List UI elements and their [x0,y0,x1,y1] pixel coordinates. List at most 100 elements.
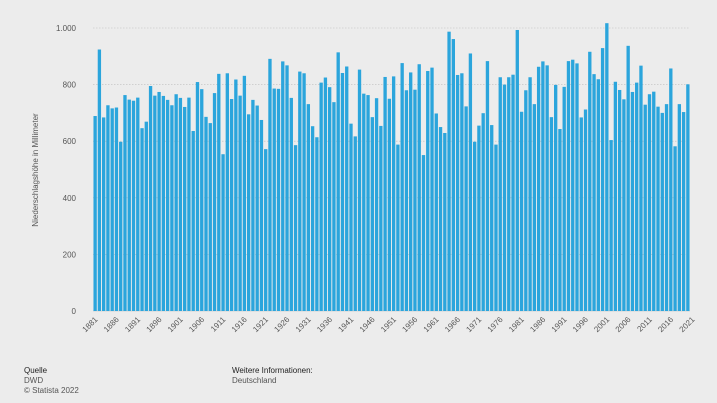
bar-2008[interactable] [635,82,639,312]
bar-1992[interactable] [566,61,571,311]
bar-1928[interactable] [293,145,298,311]
bar-1888[interactable] [123,95,127,311]
bar-1911[interactable] [221,154,225,311]
bar-1933[interactable] [315,137,319,311]
bar-1988[interactable] [549,117,554,311]
bar-1915[interactable] [238,95,242,311]
bar-1954[interactable] [404,90,409,311]
bar-1995[interactable] [579,117,583,312]
bar-1904[interactable] [191,131,195,311]
bar-1925[interactable] [281,61,285,311]
bar-1931[interactable] [306,104,311,311]
bar-1987[interactable] [545,65,549,311]
bar-1883[interactable] [102,117,106,312]
bar-1918[interactable] [251,99,255,311]
bar-1972[interactable] [481,113,485,312]
bar-1934[interactable] [319,82,323,312]
bar-1929[interactable] [298,71,302,311]
bar-1923[interactable] [272,88,276,311]
bar-1953[interactable] [400,63,404,312]
bar-2003[interactable] [613,81,618,312]
bar-1993[interactable] [571,59,575,312]
bar-1939[interactable] [340,73,345,311]
bar-2016[interactable] [669,68,673,311]
bar-1893[interactable] [144,121,148,311]
bar-1891[interactable] [136,97,140,312]
bar-1892[interactable] [140,128,144,311]
bar-2011[interactable] [647,94,652,311]
bar-1940[interactable] [345,66,349,312]
bar-1985[interactable] [536,66,541,312]
bar-1979[interactable] [511,74,515,311]
bar-1962[interactable] [438,127,443,311]
bar-1990[interactable] [558,129,562,311]
bar-1986[interactable] [541,61,545,311]
bar-2012[interactable] [652,91,656,311]
bar-1946[interactable] [370,117,374,311]
bar-1955[interactable] [409,72,413,312]
bar-1907[interactable] [204,116,208,311]
bar-1964[interactable] [447,31,451,312]
bar-1966[interactable] [455,74,460,311]
bar-1909[interactable] [212,93,217,311]
bar-2002[interactable] [609,140,613,311]
bar-1932[interactable] [310,126,315,311]
bar-2010[interactable] [643,104,647,311]
bar-1963[interactable] [443,132,447,311]
bar-2007[interactable] [630,91,635,312]
bar-1991[interactable] [562,86,566,311]
bar-1903[interactable] [187,97,191,312]
bar-1959[interactable] [426,71,430,312]
bar-2006[interactable] [626,45,630,311]
bar-1975[interactable] [494,144,498,311]
bar-1899[interactable] [170,105,174,311]
bar-1958[interactable] [421,155,426,311]
bar-1912[interactable] [225,73,229,311]
bar-2017[interactable] [673,146,677,311]
bar-1886[interactable] [114,107,119,312]
bar-1910[interactable] [217,73,221,311]
bar-1956[interactable] [413,89,417,311]
bar-1978[interactable] [507,77,511,312]
bar-1906[interactable] [200,89,204,311]
bar-1938[interactable] [336,52,340,312]
bar-1922[interactable] [268,58,272,311]
bar-1996[interactable] [583,109,588,312]
bar-2014[interactable] [660,112,664,312]
bar-1944[interactable] [362,93,366,311]
bar-1984[interactable] [532,104,537,311]
bar-1983[interactable] [528,77,532,312]
bar-1898[interactable] [165,99,170,311]
bar-2019[interactable] [681,112,686,311]
bar-1919[interactable] [255,105,259,311]
bar-1884[interactable] [106,105,110,311]
bar-1905[interactable] [195,82,200,311]
bar-2005[interactable] [622,99,626,311]
bar-1900[interactable] [174,94,178,311]
bar-1897[interactable] [161,95,166,311]
bar-2004[interactable] [617,89,622,311]
bar-1924[interactable] [276,88,281,311]
bar-1936[interactable] [328,87,332,312]
bar-1927[interactable] [289,97,293,312]
bar-1968[interactable] [464,106,468,311]
bar-1902[interactable] [183,106,187,312]
bar-1981[interactable] [519,111,524,312]
bar-1913[interactable] [229,99,234,311]
bar-1930[interactable] [302,73,306,311]
bar-1887[interactable] [119,141,123,311]
bar-1974[interactable] [490,125,494,311]
bar-1895[interactable] [153,95,157,311]
bar-1994[interactable] [575,63,579,312]
bar-1980[interactable] [515,29,519,311]
bar-1999[interactable] [596,79,600,311]
bar-1945[interactable] [366,95,370,311]
bar-1957[interactable] [417,64,421,311]
bar-1881[interactable] [93,116,97,311]
bar-1920[interactable] [259,119,264,311]
bar-1971[interactable] [477,125,481,311]
bar-2013[interactable] [656,106,660,311]
bar-2001[interactable] [605,23,609,311]
bar-1951[interactable] [391,76,396,311]
bar-1921[interactable] [264,149,268,311]
